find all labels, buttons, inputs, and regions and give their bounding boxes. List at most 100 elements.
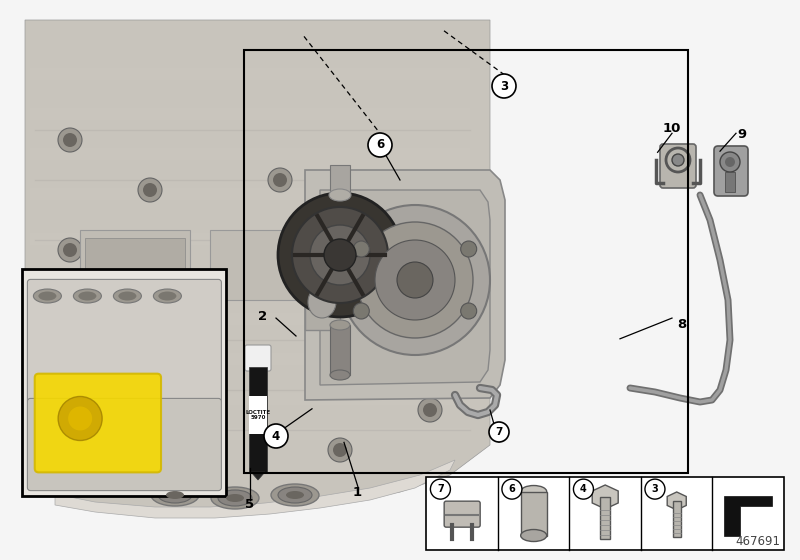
Text: 467691: 467691 <box>735 535 780 548</box>
Ellipse shape <box>330 370 350 380</box>
Circle shape <box>58 348 82 372</box>
Circle shape <box>268 168 292 192</box>
Circle shape <box>354 241 370 257</box>
Polygon shape <box>251 472 265 480</box>
Ellipse shape <box>521 530 546 542</box>
Bar <box>80 230 190 310</box>
Circle shape <box>63 353 77 367</box>
Bar <box>85 238 185 302</box>
Circle shape <box>58 438 82 462</box>
Circle shape <box>423 253 437 267</box>
Circle shape <box>461 303 477 319</box>
Text: 6: 6 <box>376 138 384 152</box>
Circle shape <box>193 448 207 462</box>
Bar <box>30 68 470 80</box>
Bar <box>30 353 470 365</box>
Text: 4: 4 <box>272 430 280 442</box>
Bar <box>249 396 267 434</box>
FancyBboxPatch shape <box>714 146 748 196</box>
Bar <box>210 230 300 300</box>
Circle shape <box>492 74 516 98</box>
Text: 10: 10 <box>663 122 681 134</box>
Circle shape <box>68 407 92 431</box>
Circle shape <box>188 348 212 372</box>
Ellipse shape <box>78 292 97 301</box>
Text: 7: 7 <box>437 484 444 494</box>
Circle shape <box>489 422 509 442</box>
Polygon shape <box>320 190 490 385</box>
Circle shape <box>672 154 684 166</box>
Circle shape <box>292 207 388 303</box>
Circle shape <box>368 133 392 157</box>
Circle shape <box>58 128 82 152</box>
Circle shape <box>725 157 735 167</box>
FancyBboxPatch shape <box>27 279 222 403</box>
Bar <box>30 313 470 325</box>
Bar <box>521 492 546 535</box>
Ellipse shape <box>211 487 259 509</box>
Ellipse shape <box>226 494 244 502</box>
Circle shape <box>461 241 477 257</box>
FancyBboxPatch shape <box>444 501 480 527</box>
Circle shape <box>264 424 288 448</box>
Ellipse shape <box>330 320 350 330</box>
Ellipse shape <box>329 189 351 201</box>
Ellipse shape <box>151 484 199 506</box>
Circle shape <box>423 403 437 417</box>
Circle shape <box>188 443 212 467</box>
FancyBboxPatch shape <box>660 144 696 188</box>
Circle shape <box>193 353 207 367</box>
Polygon shape <box>25 20 490 512</box>
Bar <box>600 497 610 539</box>
Ellipse shape <box>158 487 192 503</box>
Bar <box>330 165 350 195</box>
Text: LOCTITE
5970: LOCTITE 5970 <box>246 409 270 421</box>
Ellipse shape <box>118 292 136 301</box>
Bar <box>673 501 681 537</box>
Text: 6: 6 <box>509 484 515 494</box>
FancyBboxPatch shape <box>34 374 161 473</box>
Circle shape <box>310 225 370 285</box>
Text: 2: 2 <box>258 310 267 323</box>
Text: 7: 7 <box>495 427 502 437</box>
Bar <box>426 477 784 550</box>
Circle shape <box>418 248 442 272</box>
Text: 5: 5 <box>246 498 254 511</box>
Ellipse shape <box>158 292 176 301</box>
Ellipse shape <box>521 486 546 497</box>
Text: 3: 3 <box>651 484 658 494</box>
Circle shape <box>58 396 102 441</box>
Text: 4: 4 <box>580 484 587 494</box>
Circle shape <box>397 262 433 298</box>
Circle shape <box>63 443 77 457</box>
Bar <box>330 225 410 290</box>
Ellipse shape <box>98 477 132 493</box>
Ellipse shape <box>38 292 56 301</box>
Text: 8: 8 <box>678 318 686 330</box>
Circle shape <box>357 222 473 338</box>
Circle shape <box>502 479 522 499</box>
Ellipse shape <box>106 481 124 489</box>
FancyBboxPatch shape <box>27 398 222 491</box>
Circle shape <box>63 243 77 257</box>
Circle shape <box>430 479 450 499</box>
Circle shape <box>138 178 162 202</box>
Text: 3: 3 <box>500 80 508 92</box>
Circle shape <box>354 303 370 319</box>
Ellipse shape <box>218 490 252 506</box>
Polygon shape <box>55 460 455 518</box>
Bar <box>30 428 470 440</box>
Circle shape <box>273 173 287 187</box>
Polygon shape <box>724 496 772 535</box>
Ellipse shape <box>278 487 312 503</box>
Polygon shape <box>592 485 618 509</box>
Bar <box>30 273 470 285</box>
Ellipse shape <box>166 491 184 499</box>
Text: 9: 9 <box>738 128 746 142</box>
Ellipse shape <box>91 474 139 496</box>
Circle shape <box>333 353 347 367</box>
Bar <box>305 275 340 330</box>
Polygon shape <box>667 492 686 510</box>
Circle shape <box>375 240 455 320</box>
Circle shape <box>278 193 402 317</box>
